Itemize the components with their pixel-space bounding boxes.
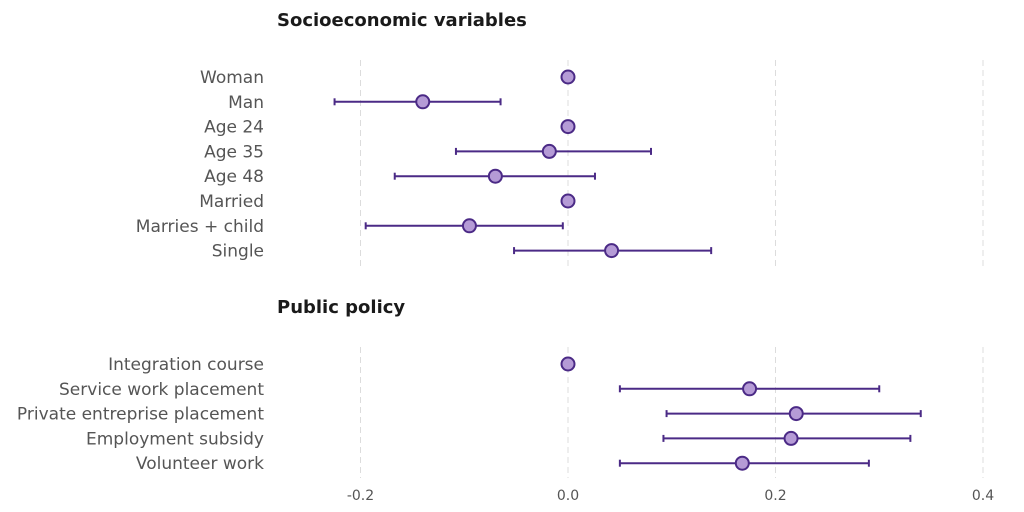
- estimate-point: [560, 356, 576, 372]
- category-label: Volunteer work: [136, 454, 264, 474]
- panel-1: Socioeconomic variables Woman Man Age 24 Age…: [136, 10, 984, 268]
- estimate-point: [415, 94, 431, 110]
- category-label: Man: [228, 93, 264, 113]
- category-label: Single: [212, 242, 264, 262]
- category-label: Service work placement: [59, 380, 264, 400]
- estimate-point: [788, 406, 804, 422]
- estimate-point: [487, 168, 503, 184]
- category-label: Age 24: [204, 118, 264, 138]
- estimate-point: [604, 243, 620, 259]
- estimate-point: [541, 143, 557, 159]
- estimate-point: [560, 69, 576, 85]
- category-label: Woman: [200, 68, 264, 88]
- category-label: Private entreprise placement: [17, 405, 264, 425]
- x-tick-label: 0.0: [557, 488, 579, 504]
- x-tick-label: 0.2: [764, 488, 786, 504]
- x-tick-label: -0.2: [347, 488, 374, 504]
- category-label: Married: [199, 192, 264, 212]
- estimate-point: [560, 119, 576, 135]
- estimate-point: [783, 430, 799, 446]
- category-label: Integration course: [108, 355, 264, 375]
- category-label: Age 35: [204, 142, 264, 162]
- estimate-point: [742, 381, 758, 397]
- panel-2: Public policy Integration course Service w…: [17, 297, 984, 478]
- estimate-point: [734, 455, 750, 471]
- category-label: Age 48: [204, 167, 264, 187]
- estimate-point: [560, 193, 576, 209]
- category-label: Employment subsidy: [86, 429, 264, 449]
- category-label: Marries + child: [136, 217, 264, 237]
- x-tick-label: 0.4: [972, 488, 994, 504]
- panel-title: Socioeconomic variables: [277, 10, 527, 31]
- panel-title: Public policy: [277, 297, 405, 318]
- estimate-point: [461, 218, 477, 234]
